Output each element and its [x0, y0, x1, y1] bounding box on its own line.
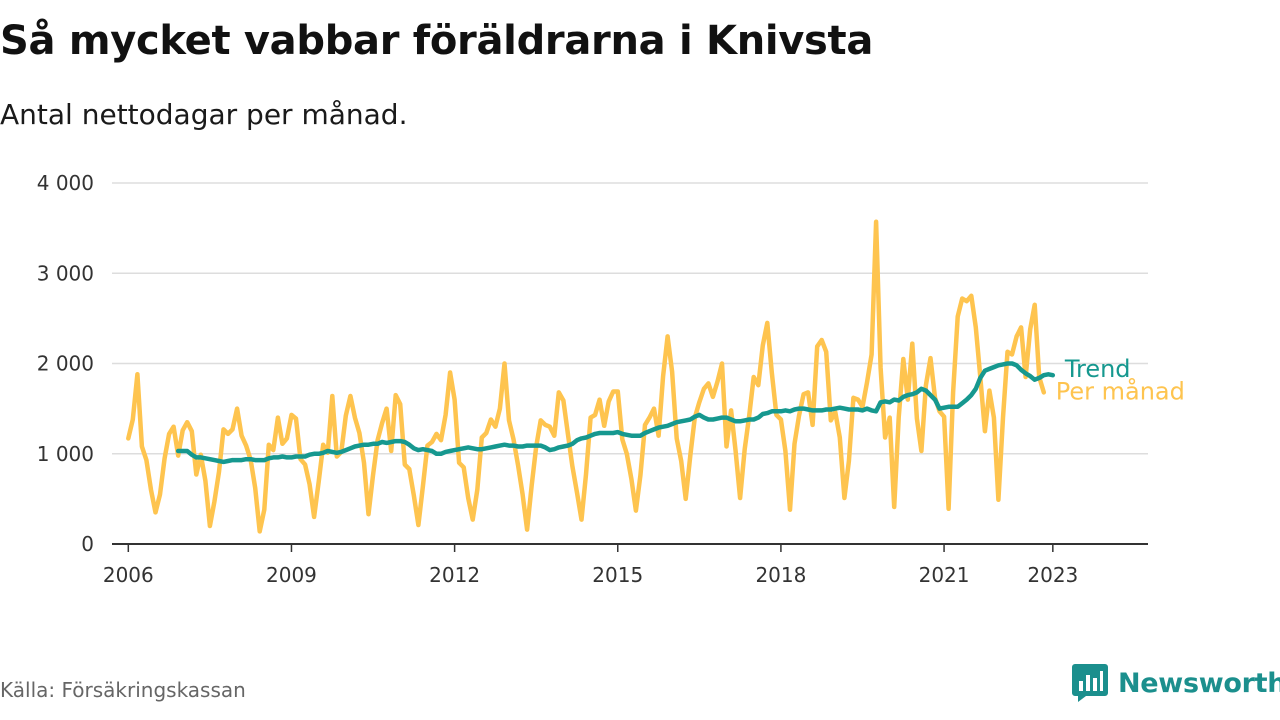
x-tick-label: 2006 — [103, 563, 154, 587]
series-lines — [126, 219, 1056, 534]
x-tick-label: 2021 — [919, 563, 970, 587]
x-tick-label: 2018 — [755, 563, 806, 587]
series-end-label: Trend — [1064, 355, 1131, 383]
brand-logo[interactable]: Newsworthy — [1072, 664, 1280, 702]
x-axis-ticks: 2006 2009 2012 2015 2018 2021 2023 — [103, 543, 1148, 587]
y-tick-label: 2 000 — [37, 352, 94, 376]
source-note: Källa: Försäkringskassan — [0, 678, 246, 702]
series-line-trend — [175, 361, 1056, 465]
y-axis-ticks: 0 1 000 2 000 3 000 4 000 — [37, 171, 94, 556]
chart-subtitle: Antal nettodagar per månad. — [0, 98, 408, 131]
x-tick-label: 2015 — [592, 563, 643, 587]
y-tick-label: 1 000 — [37, 442, 94, 466]
y-tick-label: 4 000 — [37, 171, 94, 195]
page-title: Så mycket vabbar föräldrarna i Knivsta — [0, 18, 874, 64]
x-tick-label: 2023 — [1027, 563, 1078, 587]
y-tick-label: 0 — [81, 532, 94, 556]
y-tick-label: 3 000 — [37, 261, 94, 285]
newsworthy-logo-icon — [1072, 664, 1108, 702]
series-line-per-m-nad — [126, 219, 1047, 534]
brand-name: Newsworthy — [1118, 667, 1280, 699]
x-tick-label: 2012 — [429, 563, 480, 587]
series-end-label: Per månad — [1056, 376, 1185, 405]
x-tick-label: 2009 — [266, 563, 317, 587]
gridlines — [112, 182, 1148, 455]
